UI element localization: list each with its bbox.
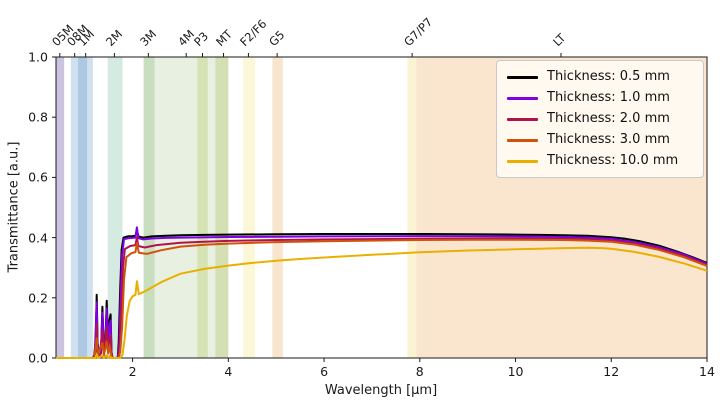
band-2m <box>107 57 123 358</box>
x-axis-title: Wavelength [µm] <box>324 383 438 398</box>
band-1m <box>78 57 93 358</box>
legend-label-thickness-1.0mm: Thickness: 1.0 mm <box>547 90 670 105</box>
x-tick-label: 2 <box>128 364 137 379</box>
x-tick-label: 8 <box>415 364 424 379</box>
y-tick-label: 0.2 <box>28 290 48 306</box>
band-3m <box>143 57 155 358</box>
y-axis-title: Transmittance [a.u.] <box>6 141 22 273</box>
curve-thickness-3.0mm <box>56 238 708 359</box>
band-p3 <box>197 57 208 358</box>
legend-swatch-thickness-10.0mm <box>507 159 538 163</box>
legend-swatch-thickness-3.0mm <box>507 138 538 142</box>
band-08m <box>70 57 88 358</box>
band-mt <box>215 57 229 358</box>
band-g7-p7 <box>407 57 417 358</box>
legend-swatch-thickness-1.0mm <box>507 96 538 100</box>
x-tick-label: 4 <box>224 364 233 379</box>
legend-swatch-thickness-2.0mm <box>507 117 538 121</box>
band-g5 <box>272 57 283 358</box>
y-tick-label: 1.0 <box>28 49 48 65</box>
curve-thickness-10.0mm <box>56 246 708 359</box>
x-tick-label: 14 <box>699 364 715 379</box>
curve-thickness-2.0mm <box>56 236 708 359</box>
x-tick-label: 10 <box>507 364 524 379</box>
x-tick-label: 12 <box>603 364 620 379</box>
y-tick-label: 0.8 <box>28 109 48 125</box>
y-tick-label: 0.6 <box>28 169 48 185</box>
legend-item-thickness-3.0mm: Thickness: 3.0 mm <box>507 132 693 148</box>
band-05m <box>55 57 65 358</box>
curve-thickness-1.0mm <box>56 226 708 359</box>
legend-item-thickness-0.5mm: Thickness: 0.5 mm <box>507 69 693 85</box>
x-tick-label: 6 <box>320 364 329 379</box>
legend-item-thickness-10.0mm: Thickness: 10.0 mm <box>507 153 693 169</box>
legend-swatch-thickness-0.5mm <box>507 75 538 79</box>
plot-frame <box>55 56 708 359</box>
band-4m <box>143 57 229 358</box>
legend-label-thickness-2.0mm: Thickness: 2.0 mm <box>547 111 670 126</box>
band-f2-f6 <box>243 57 256 358</box>
legend-item-thickness-1.0mm: Thickness: 1.0 mm <box>507 90 693 106</box>
legend-item-thickness-2.0mm: Thickness: 2.0 mm <box>507 111 693 127</box>
legend: Thickness: 0.5 mm Thickness: 1.0 mm Thickn… <box>496 60 704 178</box>
legend-label-thickness-0.5mm: Thickness: 0.5 mm <box>547 69 670 84</box>
legend-label-thickness-10.0mm: Thickness: 10.0 mm <box>547 153 679 168</box>
y-tick-label: 0.0 <box>28 350 48 366</box>
y-tick-label: 0.4 <box>28 230 48 246</box>
legend-label-thickness-3.0mm: Thickness: 3.0 mm <box>547 132 670 147</box>
